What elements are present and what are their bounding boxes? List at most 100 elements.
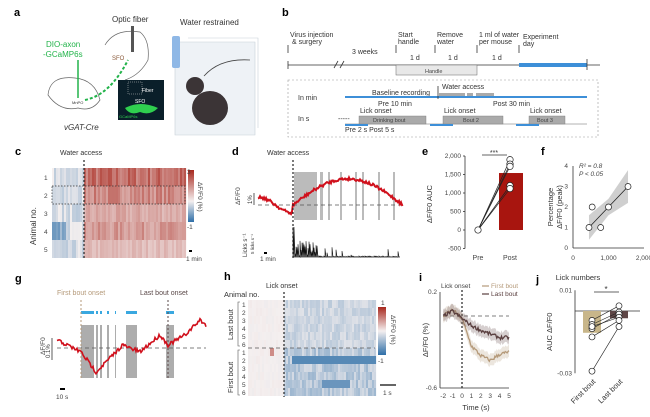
experiment-label: Experiment — [523, 34, 558, 41]
heatmap-cell — [312, 380, 315, 388]
heatmap-cell — [138, 222, 141, 240]
heatmap-cell — [306, 340, 309, 348]
heatmap-cell — [266, 388, 269, 396]
heatmap-cell — [302, 308, 305, 316]
heatmap-cell — [160, 168, 163, 186]
virus-label: DIO-axon — [46, 40, 80, 49]
heatmap-cell — [262, 348, 265, 356]
heatmap-cell — [80, 240, 83, 258]
heatmap-cell — [116, 204, 119, 222]
heatmap-cell — [74, 240, 77, 258]
heatmap-cell — [92, 222, 95, 240]
heatmap-cell — [310, 380, 313, 388]
heatmap-cell — [316, 324, 319, 332]
heatmap-cell — [258, 388, 261, 396]
heatmap-cell — [260, 300, 263, 308]
heatmap-cell — [252, 380, 255, 388]
heatmap-cell — [130, 168, 133, 186]
x-tick-label: -2 — [440, 393, 446, 400]
heatmap-cell — [338, 308, 341, 316]
heatmap-cell — [66, 186, 69, 204]
heatmap-cell — [266, 348, 269, 356]
scale-x-label-d: 1 min — [260, 256, 276, 263]
heatmap-cell — [288, 332, 291, 340]
x-tick-label: 5 — [507, 393, 511, 400]
heatmap-cell — [332, 316, 335, 324]
heatmap-cell — [166, 204, 169, 222]
heatmap-h — [248, 300, 377, 396]
heatmap-cell — [136, 168, 139, 186]
heatmap-cell — [180, 240, 183, 258]
heatmap-cell — [120, 222, 123, 240]
heatmap-cell — [268, 308, 271, 316]
heatmap-cell — [66, 222, 69, 240]
heatmap-cell — [328, 372, 331, 380]
heatmap-cell — [334, 308, 337, 316]
heatmap-cell — [332, 380, 335, 388]
heatmap-cell — [304, 372, 307, 380]
heatmap-cell — [356, 348, 359, 356]
x-tick-label: First bout — [569, 376, 598, 405]
heatmap-cell — [364, 316, 367, 324]
heatmap-cell — [132, 186, 135, 204]
heatmap-cell — [360, 356, 363, 364]
heatmap-cell — [270, 356, 273, 364]
heatmap-cell — [352, 316, 355, 324]
heatmap-cell — [280, 348, 283, 356]
heatmap-cell — [364, 380, 367, 388]
animal-no-label-c: Animal no. — [29, 207, 38, 245]
remove-label: Remove — [437, 32, 463, 39]
heatmap-cell — [168, 186, 171, 204]
heatmap-cell — [68, 204, 71, 222]
heatmap-cell — [178, 186, 181, 204]
heatmap-cell — [362, 372, 365, 380]
row-label: 3 — [44, 211, 48, 218]
heatmap-cell — [296, 340, 299, 348]
heatmap-cell — [304, 324, 307, 332]
ellipsis-label: ----- — [338, 116, 350, 123]
heatmap-cell — [374, 372, 377, 380]
heatmap-cell — [348, 348, 351, 356]
heatmap-cell — [126, 204, 129, 222]
heatmap-cell — [322, 332, 325, 340]
heatmap-cell — [284, 316, 287, 324]
heatmap-cell — [102, 204, 105, 222]
heatmap-cell — [56, 186, 59, 204]
heatmap-cell — [146, 186, 149, 204]
heatmap-cell — [280, 372, 283, 380]
heatmap-cell — [88, 240, 91, 258]
heatmap-cell — [370, 324, 373, 332]
heatmap-cell — [78, 204, 81, 222]
heatmap-cell — [258, 324, 261, 332]
heatmap-cell — [336, 388, 339, 396]
heatmap-cell — [370, 308, 373, 316]
drinking-bout-bar — [115, 325, 116, 378]
heatmap-cell — [86, 186, 89, 204]
heatmap-cell — [170, 204, 173, 222]
heatmap-cell — [270, 340, 273, 348]
heatmap-cell — [276, 332, 279, 340]
heatmap-cell — [314, 308, 317, 316]
heatmap-cell — [300, 316, 303, 324]
heatmap-cell — [316, 372, 319, 380]
heatmap-cell — [288, 380, 291, 388]
axon-projection — [84, 59, 129, 101]
heatmap-cell — [280, 316, 283, 324]
heatmap-cell — [318, 348, 321, 356]
heatmap-cell — [314, 388, 317, 396]
heatmap-cell — [310, 364, 313, 372]
heatmap-cell — [84, 240, 87, 258]
heatmap-cell — [332, 348, 335, 356]
heatmap-cell — [302, 348, 305, 356]
panel-e: e 2,000 1,500 1,000 500 0 -500 ΔF/F0 AUC Pre Pos… — [422, 146, 523, 262]
heatmap-cell — [122, 204, 125, 222]
heatmap-cell — [254, 324, 257, 332]
heatmap-cell — [250, 332, 253, 340]
heatmap-cell — [350, 332, 353, 340]
heatmap-cell — [294, 308, 297, 316]
heatmap-cell — [316, 356, 319, 364]
pre-10-label: Pre 10 min — [378, 101, 412, 108]
heatmap-cell — [328, 388, 331, 396]
heatmap-cell — [306, 300, 309, 308]
heatmap-cell — [316, 364, 319, 372]
